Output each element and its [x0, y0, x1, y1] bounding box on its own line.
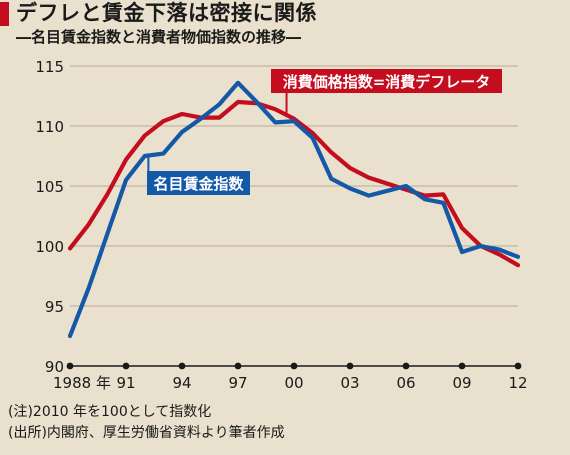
chart-subtitle: ―名目賃金指数と消費者物価指数の推移―: [16, 28, 302, 46]
note-basis: (注)2010 年を100として指数化: [8, 404, 212, 420]
x-tick-dot: [290, 362, 298, 370]
x-tick-dot: [178, 362, 186, 370]
x-tick-dot: [122, 362, 130, 370]
chart-title: デフレと賃金下落は密接に関係: [16, 1, 317, 25]
x-tick-label: 03: [340, 374, 359, 392]
x-tick-label: 94: [172, 374, 191, 392]
x-tick-dot: [234, 362, 242, 370]
wage-label-box: [147, 171, 250, 195]
x-tick-label: 00: [284, 374, 303, 392]
x-tick-dot: [66, 362, 74, 370]
y-tick-label: 100: [35, 238, 64, 256]
price-label-box: [271, 69, 502, 93]
title-accent-bar: [0, 2, 9, 26]
y-tick-label: 110: [35, 118, 64, 136]
series-line-wage: [67, 80, 521, 339]
x-tick-dot: [514, 362, 522, 370]
footnotes: (注)2010 年を100として指数化 (出所)内閣府、厚生労働省資料より筆者作…: [8, 402, 285, 444]
x-tick-label: 97: [228, 374, 247, 392]
x-tick-label: 91: [116, 374, 135, 392]
y-tick-label: 105: [35, 178, 64, 196]
x-tick-label: 12: [508, 374, 527, 392]
price-series-label: 消費価格指数=消費デフレータ: [283, 73, 491, 91]
x-tick-label: 1988 年: [53, 374, 111, 392]
y-tick-label: 115: [35, 58, 64, 76]
x-tick-label: 06: [396, 374, 415, 392]
note-source: (出所)内閣府、厚生労働省資料より筆者作成: [8, 425, 285, 441]
x-tick-dot: [402, 362, 410, 370]
x-tick-dot: [458, 362, 466, 370]
x-tick-label: 09: [452, 374, 471, 392]
x-tick-dot: [346, 362, 354, 370]
wage-series-label: 名目賃金指数: [153, 175, 244, 193]
series-line-price: [67, 99, 521, 268]
y-tick-label: 90: [45, 358, 64, 376]
y-tick-label: 95: [45, 298, 64, 316]
